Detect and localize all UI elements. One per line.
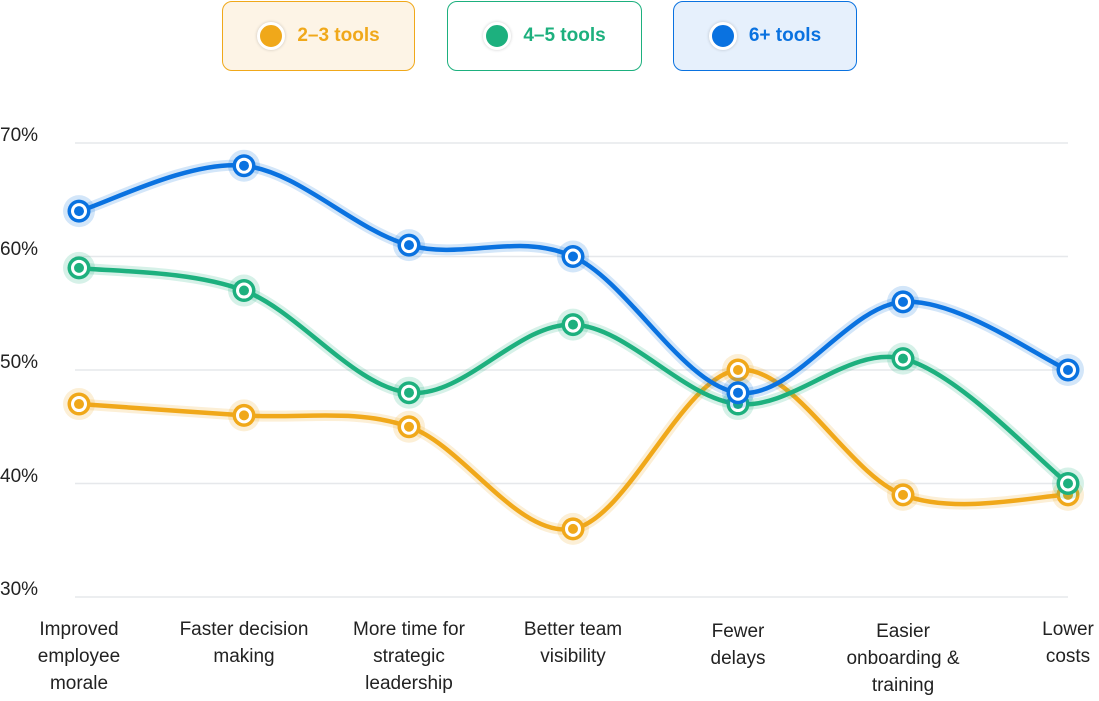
data-point-center: [74, 206, 84, 217]
data-point-center: [239, 160, 249, 171]
data-point-center: [733, 387, 743, 398]
data-point-center: [74, 262, 84, 273]
x-tick-label: Fewer delays: [710, 621, 766, 669]
x-tick-label: Faster decision making: [179, 619, 309, 667]
data-point-center: [1063, 365, 1073, 375]
legend-item[interactable]: 6+ tools: [673, 1, 857, 71]
series-glow: [73, 364, 1074, 535]
legend-label: 6+ tools: [748, 25, 822, 46]
data-point-center: [404, 240, 414, 251]
data-point-center: [1063, 478, 1073, 489]
legend-dot-icon: [483, 22, 512, 50]
series-line: [76, 367, 1071, 532]
data-point-center: [568, 523, 578, 534]
y-tick-label: 30%: [0, 579, 39, 600]
legend-label: 2–3 tools: [297, 25, 380, 46]
data-point-center: [74, 399, 84, 410]
data-point-center: [898, 296, 908, 307]
data-point-center: [733, 365, 743, 375]
y-tick-label: 50%: [0, 352, 39, 373]
legend-item[interactable]: 4–5 tools: [447, 1, 642, 71]
y-tick-label: 60%: [0, 238, 39, 260]
legend-dot-icon: [708, 22, 737, 50]
data-point-center: [568, 319, 578, 330]
y-tick-label: 70%: [0, 125, 39, 146]
legend-dot-icon: [257, 22, 286, 50]
data-point-center: [568, 251, 578, 262]
x-tick-label: Lower costs: [1042, 619, 1094, 667]
x-tick-label: Better team visibility: [523, 619, 623, 667]
legend-label: 4–5 tools: [523, 25, 606, 46]
data-point-center: [239, 410, 249, 421]
legend-item[interactable]: 2–3 tools: [222, 1, 415, 71]
y-tick-label: 40%: [0, 465, 39, 487]
data-point-center: [404, 387, 414, 398]
data-point-center: [898, 489, 908, 500]
x-tick-label: More time for strategic leadership: [353, 619, 465, 694]
x-tick-label: Easier onboarding & training: [846, 621, 960, 696]
data-point-center: [898, 353, 908, 364]
data-point-center: [239, 285, 249, 296]
x-tick-label: Improved employee morale: [37, 619, 121, 694]
data-point-center: [404, 421, 414, 432]
